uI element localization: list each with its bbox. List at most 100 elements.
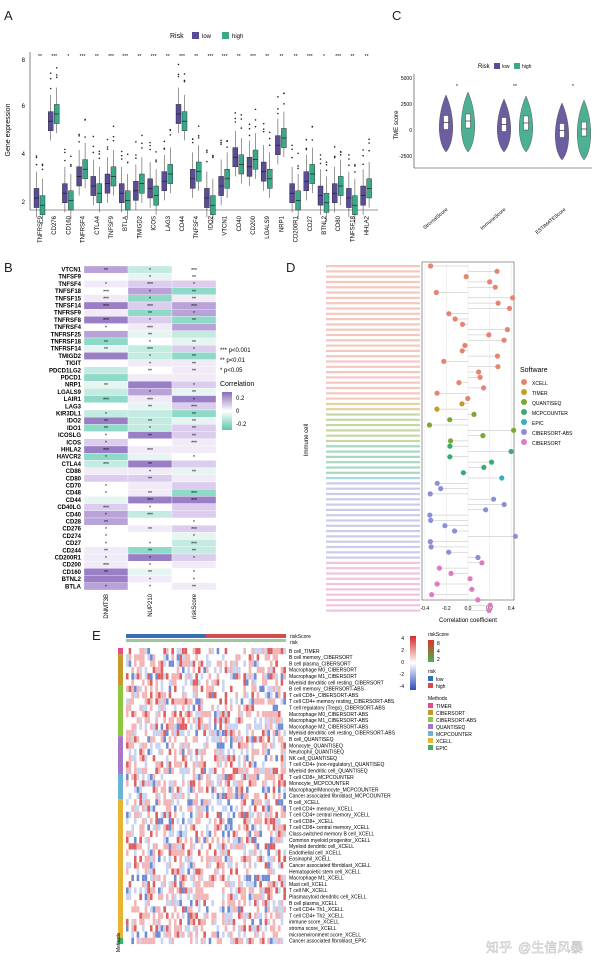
heatmap-cell — [206, 729, 209, 737]
heatmap-cell — [128, 748, 132, 756]
heatmap-cell — [200, 881, 204, 888]
heatmap-cell — [278, 780, 281, 787]
heatmap-cell — [195, 780, 198, 787]
heatmap-cell — [150, 824, 153, 831]
heatmap-cell — [158, 761, 161, 768]
heatmap-cell — [230, 900, 233, 907]
heatmap-cell — [206, 811, 209, 819]
heatmap-cell — [270, 742, 273, 749]
heatmap-cell — [211, 698, 214, 705]
heatmap-cell — [158, 742, 161, 749]
heatmap-cell — [200, 755, 204, 762]
heatmap-cell — [222, 799, 225, 806]
heatmap-cell — [227, 912, 230, 919]
heatmap-cell — [267, 799, 270, 806]
heatmap-cell — [280, 761, 284, 768]
heatmap-cell — [198, 673, 201, 680]
heatmap-cell — [246, 711, 249, 718]
heatmap-cell — [238, 925, 241, 932]
heatmap-cell — [171, 918, 174, 926]
heatmap-cell — [219, 792, 222, 800]
heatmap-cell — [278, 868, 281, 875]
heatmap-cell — [232, 874, 236, 882]
panel-c-ytick: 5000 — [401, 76, 412, 82]
heatmap-cell — [283, 931, 286, 938]
heatmap-cell — [158, 717, 161, 724]
outlier-point — [70, 155, 72, 158]
heatmap-cell — [224, 874, 228, 882]
heatmap-cell — [192, 937, 196, 945]
heatmap-cell — [243, 666, 246, 674]
panel-a-label: A — [4, 8, 13, 23]
heatmap-cell — [259, 818, 262, 825]
heatmap-cell — [166, 931, 169, 938]
heatmap-cell — [166, 786, 169, 793]
heatmap-cell — [174, 780, 177, 787]
heatmap-cell — [155, 862, 158, 869]
heatmap-cell — [166, 818, 169, 825]
heatmap-cell-sig: * — [105, 325, 107, 331]
method-bar-segment — [118, 654, 123, 686]
heatmap-cell — [206, 736, 209, 743]
heatmap-cell — [222, 742, 225, 749]
heatmap-cell — [270, 912, 273, 919]
heatmap-cell — [160, 704, 164, 711]
panel-e-heatmap — [126, 648, 286, 945]
heatmap-cell — [179, 931, 182, 938]
heatmap-cell — [206, 900, 209, 907]
heatmap-cell — [270, 679, 273, 686]
heatmap-cell — [131, 654, 134, 661]
heatmap-cell — [254, 843, 257, 850]
heatmap-cell — [139, 906, 142, 913]
heatmap-cell — [251, 862, 254, 869]
heatmap-cell — [168, 748, 172, 756]
riskscore-bar — [126, 639, 286, 642]
heatmap-cell — [219, 685, 222, 693]
outlier-point — [149, 144, 151, 147]
heatmap-cell — [227, 748, 230, 756]
heatmap-cell — [256, 881, 260, 888]
heatmap-cell — [203, 824, 206, 831]
heatmap-cell — [152, 906, 156, 913]
heatmap-cell — [150, 729, 153, 737]
heatmap-cell — [160, 723, 164, 730]
heatmap-cell — [142, 660, 145, 667]
heatmap-cell — [227, 799, 230, 806]
heatmap-cell — [163, 937, 166, 945]
heatmap-cell — [168, 685, 172, 693]
heatmap-cell — [235, 729, 238, 737]
heatmap-cell — [200, 717, 204, 724]
heatmap-cell — [278, 799, 281, 806]
outlier-point — [262, 122, 265, 125]
legend-risk-swatch-low — [428, 676, 433, 681]
heatmap-cell — [208, 918, 212, 926]
heatmap-cell — [211, 799, 214, 806]
heatmap-cell — [176, 774, 180, 781]
heatmap-cell — [235, 792, 238, 800]
heatmap-cell — [278, 837, 281, 844]
heatmap-cell — [235, 755, 238, 762]
immune-cell-label-strip — [326, 275, 420, 278]
heatmap-cell — [248, 843, 252, 850]
heatmap-cell — [256, 767, 260, 774]
heatmap-cell-sig: * — [149, 268, 151, 274]
significance-mark: *** — [179, 54, 185, 60]
heatmap-cell — [243, 937, 246, 945]
heatmap-cell — [184, 843, 188, 850]
legend-label: EPIC — [532, 421, 544, 427]
heatmap-cell — [144, 742, 148, 749]
heatmap-cell — [195, 862, 198, 869]
heatmap-cell — [192, 837, 196, 844]
heatmap-cell — [224, 755, 228, 762]
heatmap-cell — [147, 679, 150, 686]
heatmap-cell — [224, 736, 228, 743]
lollipop-dot — [487, 279, 493, 285]
heatmap-cell — [272, 685, 276, 693]
heatmap-cell — [179, 912, 182, 919]
heatmap-cell — [190, 660, 193, 667]
heatmap-cell — [152, 711, 156, 718]
heatmap-cell — [152, 925, 156, 932]
heatmap-cell — [280, 925, 284, 932]
heatmap-cell — [171, 900, 174, 907]
heatmap-cell — [198, 792, 201, 800]
